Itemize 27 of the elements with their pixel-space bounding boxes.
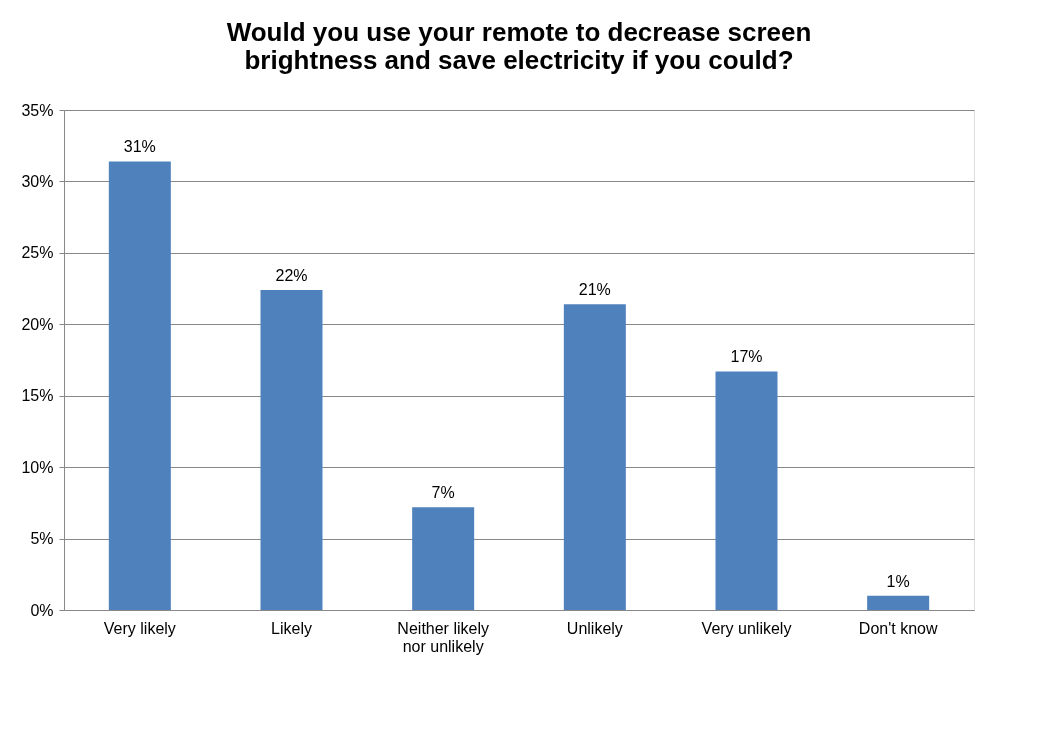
bar [108,161,171,610]
y-tick-label: 10% [21,458,54,476]
y-tick-label: 25% [21,244,54,262]
y-tick-label: 0% [30,601,54,619]
x-tick-label: Likely [271,619,312,637]
x-tick-label: Unlikely [566,619,623,637]
y-tick-label: 15% [21,387,54,405]
y-tick-label: 5% [30,530,54,548]
data-label: 31% [123,138,156,156]
x-tick-label: Very unlikely [701,619,792,637]
chart-title: Would you use your remote to decrease screen brightness and save electricity if you could? [226,17,812,75]
y-tick-label: 35% [21,101,54,119]
y-tick-label: 20% [21,315,54,333]
data-label: 1% [886,572,910,590]
x-tick-label: Neither likely nor unlikely [397,619,489,655]
x-tick-label: Don't know [858,619,938,637]
data-label: 21% [578,281,611,299]
bar [260,290,323,610]
bar [563,304,626,610]
y-tick-label: 30% [21,172,54,190]
data-label: 7% [431,484,455,502]
data-label: 17% [730,348,763,366]
x-tick-label: Very likely [103,619,176,637]
bar [715,371,778,610]
data-label: 22% [275,267,308,284]
bar [412,507,475,610]
bar [867,595,930,610]
